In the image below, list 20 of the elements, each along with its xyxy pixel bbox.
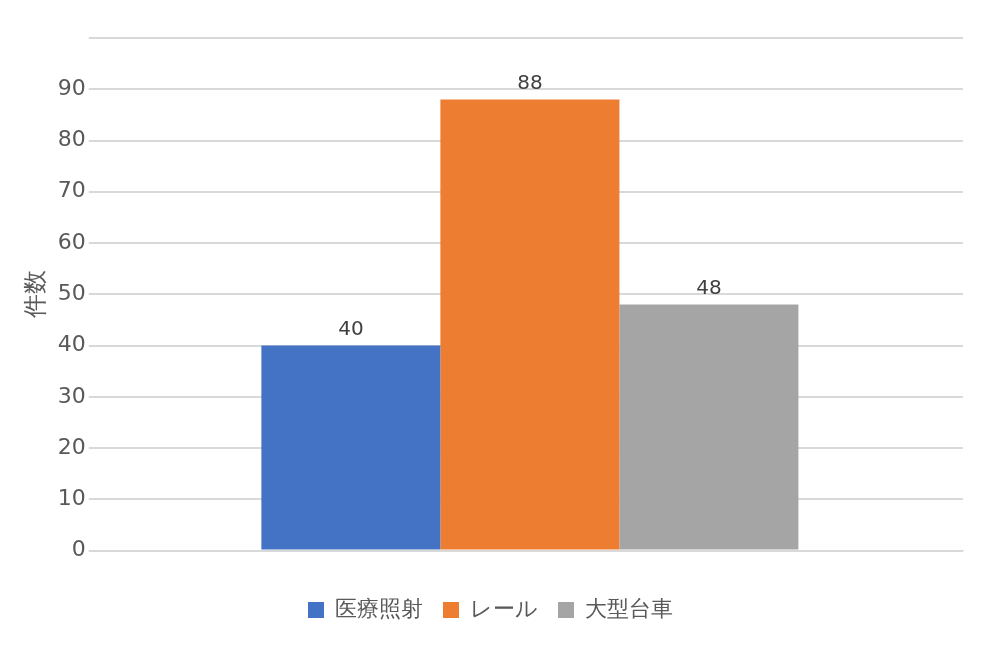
data-label: 40 [338,315,364,340]
y-tick-label: 30 [57,382,86,408]
bar [440,99,620,550]
legend-label: レール [470,595,538,621]
bar [261,345,441,550]
legend-label: 医療照射 [335,595,423,621]
data-label: 48 [696,274,722,299]
y-tick-label: 90 [57,74,86,100]
bar [619,304,799,550]
y-tick-label: 40 [57,331,86,357]
legend-label: 大型台車 [585,595,673,621]
y-tick-label: 80 [57,126,86,152]
y-axis-title: 件数 [20,270,49,319]
y-tick-label: 20 [57,433,86,459]
y-tick-label: 50 [57,280,86,306]
data-label: 88 [517,69,543,94]
y-tick-label: 10 [57,485,86,511]
y-tick-label: 70 [57,177,86,203]
y-tick-label: 60 [57,228,86,254]
y-tick-label: 0 [71,536,86,562]
